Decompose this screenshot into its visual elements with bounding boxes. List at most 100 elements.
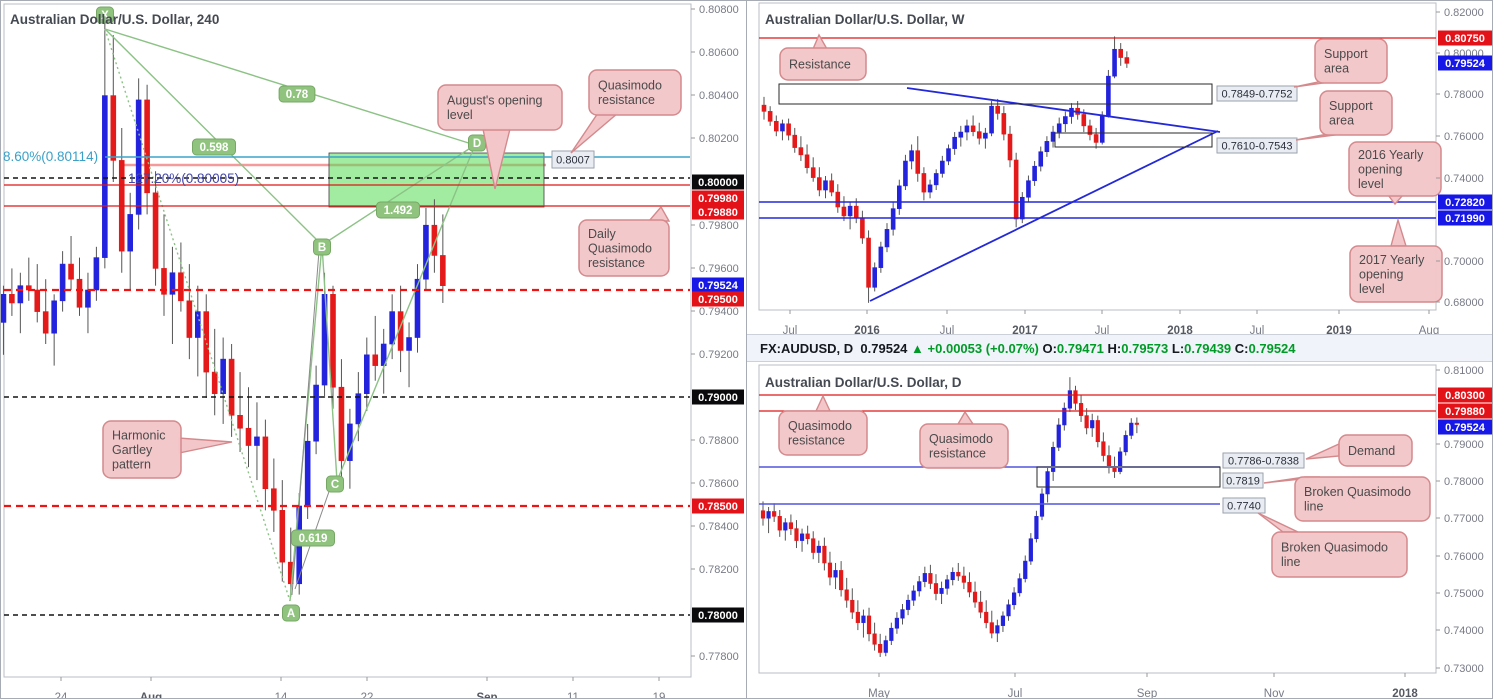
candle bbox=[1007, 125, 1013, 168]
zone-rectangle[interactable] bbox=[1036, 466, 1221, 488]
drawing-line[interactable] bbox=[906, 87, 1221, 133]
fib-level-label: 8.60%(0.80114) bbox=[3, 149, 98, 164]
pattern-badge[interactable]: 0.619 bbox=[291, 529, 335, 547]
chart-pane-weekly[interactable]: 0.7849-0.7752 0.7610-0.7543 Resistance Supp… bbox=[747, 1, 1492, 334]
candle bbox=[989, 610, 994, 639]
price-label-box[interactable]: 0.7610-0.7543 bbox=[1216, 137, 1298, 154]
pattern-badge[interactable]: D bbox=[468, 134, 486, 152]
time-axis[interactable]: Jul 2016 Jul 2017 Jul 2018 Jul 2019 Aug bbox=[783, 310, 1440, 334]
candle bbox=[1063, 111, 1068, 133]
price-tag-box bbox=[692, 277, 744, 293]
price-label-box[interactable]: 0.8007 bbox=[551, 150, 595, 169]
pattern-badge[interactable]: 1.492 bbox=[376, 201, 420, 219]
price-tag-box bbox=[692, 174, 744, 190]
candle bbox=[1034, 510, 1039, 543]
price-label-box[interactable]: 0.7819 bbox=[1222, 472, 1264, 489]
callout-annotation[interactable]: Resistance bbox=[779, 33, 867, 81]
candle bbox=[786, 118, 791, 141]
candle-body bbox=[313, 384, 319, 442]
drawing-line[interactable] bbox=[321, 244, 338, 482]
candle bbox=[1090, 413, 1095, 437]
candle-body bbox=[823, 180, 828, 191]
price-label-box[interactable]: 0.7786-0.7838 bbox=[1222, 452, 1305, 469]
chart-pane-daily[interactable]: 0.7786-0.7838 0.7819 0.7740 Quasimodo resist… bbox=[747, 362, 1492, 699]
candle-body bbox=[972, 591, 978, 603]
callout-text: line bbox=[1281, 555, 1301, 569]
drawing-line[interactable] bbox=[321, 144, 476, 246]
zone-rectangle[interactable] bbox=[1054, 132, 1213, 148]
callout-text: Broken Quasimodo bbox=[1304, 485, 1411, 499]
candle bbox=[1101, 432, 1106, 462]
candle bbox=[989, 101, 994, 137]
pattern-badge[interactable]: A bbox=[282, 604, 300, 622]
pattern-badge[interactable]: B bbox=[313, 238, 331, 256]
callout-annotation[interactable]: Demand bbox=[1305, 434, 1413, 467]
candle-body bbox=[878, 643, 883, 653]
candle-body bbox=[890, 208, 896, 230]
price-axis[interactable]: 0.81000 0.79000 0.78000 0.77000 0.76000 0.750… bbox=[1436, 365, 1492, 675]
candle-body bbox=[1039, 493, 1045, 517]
candle-body bbox=[804, 154, 810, 168]
candle bbox=[440, 214, 446, 303]
chart-pane-240[interactable]: X A B C D 0.78 0.598 1.492 0.619 8.60%(0.80114) 12… bbox=[1, 1, 746, 699]
candle bbox=[946, 144, 951, 166]
ticker-symbol[interactable]: FX:AUDUSD, D bbox=[760, 340, 854, 356]
candle bbox=[866, 230, 871, 303]
drawing-line[interactable] bbox=[336, 144, 476, 482]
candle bbox=[855, 600, 860, 631]
candles-group bbox=[761, 36, 1130, 303]
pattern-badge[interactable]: 0.598 bbox=[192, 138, 236, 156]
time-axis[interactable]: 24 Aug 14 22 Sep 11 19 bbox=[55, 677, 666, 699]
badge-label: B bbox=[318, 242, 326, 254]
price-label-box[interactable]: 0.7849-0.7752 bbox=[1216, 85, 1298, 102]
candle bbox=[127, 192, 133, 291]
candle bbox=[271, 458, 277, 532]
candle bbox=[414, 264, 421, 353]
candle bbox=[950, 567, 955, 586]
drawing-line[interactable] bbox=[104, 28, 323, 246]
time-tick-label: 2019 bbox=[1326, 325, 1352, 334]
price-tag-box bbox=[1438, 210, 1492, 226]
candle-body bbox=[889, 627, 894, 641]
candle bbox=[767, 106, 773, 126]
candle-body bbox=[928, 573, 933, 584]
candle-body bbox=[144, 99, 150, 194]
callout-bubble bbox=[1338, 434, 1413, 467]
price-label-box[interactable]: 0.7740 bbox=[1222, 497, 1266, 514]
pattern-badge[interactable]: C bbox=[326, 475, 344, 493]
candle bbox=[1045, 465, 1050, 503]
price-axis[interactable]: 0.820000.800000.780000.760000.740000.700… bbox=[1436, 7, 1492, 309]
callout-bubble bbox=[578, 219, 670, 277]
zone-rectangle[interactable] bbox=[778, 83, 1213, 105]
candle-body bbox=[34, 289, 41, 312]
price-tick-label: 0.74000 bbox=[1444, 173, 1484, 185]
candle-body bbox=[792, 134, 798, 148]
time-tick-label: May bbox=[868, 688, 890, 699]
callout-bubble bbox=[1271, 531, 1408, 578]
badge-label: 1.492 bbox=[384, 205, 413, 217]
time-axis[interactable]: May Jul Sep Nov 2018 bbox=[868, 673, 1418, 699]
label-box-text: 0.7610-0.7543 bbox=[1222, 141, 1293, 153]
badge-label: C bbox=[331, 479, 339, 491]
highlight-zone[interactable] bbox=[328, 152, 545, 208]
candle bbox=[847, 202, 853, 230]
pattern-badge[interactable]: 0.78 bbox=[278, 85, 316, 103]
drawing-line[interactable] bbox=[869, 130, 1219, 302]
candle-body bbox=[51, 300, 57, 334]
price-tag: 0.72820 bbox=[1438, 194, 1492, 210]
candle bbox=[372, 315, 379, 381]
pattern-badge[interactable]: X bbox=[96, 6, 114, 24]
price-axis[interactable]: 0.80800 0.80600 0.80400 0.80200 0.79800 0.796… bbox=[691, 4, 744, 663]
